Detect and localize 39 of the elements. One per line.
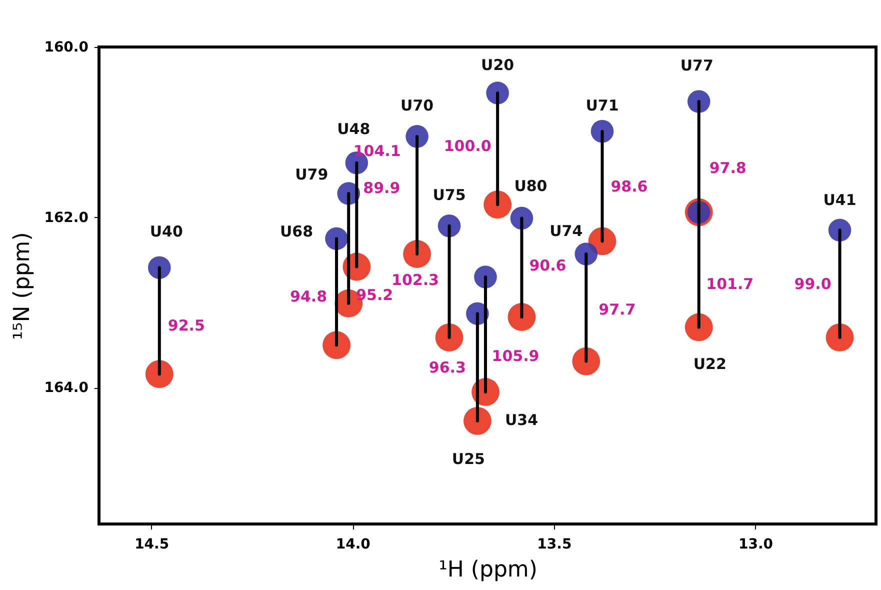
annotation: U79 [295,166,328,184]
annotation: U40 [150,222,183,241]
annotation: U41 [823,191,856,210]
annotation: 97.8 [709,158,746,177]
annotation: U34 [504,410,538,429]
annotation: U48 [337,120,370,138]
annotation: 97.7 [598,300,636,319]
annotation: 104.1 [353,142,401,160]
annotation: 90.6 [529,256,566,275]
annotation: U71 [586,96,619,114]
annotation: 101.7 [706,275,754,294]
annotation: 98.6 [610,178,648,196]
annotation: U74 [550,222,583,240]
annotation: U70 [400,96,434,114]
x-tick-label: 14.0 [336,536,371,552]
annotation: 89.9 [363,178,400,197]
y-axis-title: ¹⁵N (ppm) [10,232,36,340]
y-tick-label: 160.0 [44,40,89,56]
annotation: U68 [280,222,314,241]
annotation: 96.3 [428,358,466,376]
annotation: 105.9 [492,346,540,365]
annotation: U22 [693,355,726,374]
y-tick-label: 162.0 [44,210,89,226]
annotation: 95.2 [356,286,394,304]
annotation: U77 [680,56,714,75]
x-tick-label: 13.5 [537,536,572,552]
x-tick-label: 13.0 [738,536,774,552]
annotation: 102.3 [392,271,439,290]
annotation: 92.5 [168,316,205,334]
annotation: U75 [432,186,466,204]
annotation: 100.0 [444,137,492,156]
annotation: 94.8 [290,287,328,306]
annotation: U80 [514,177,548,196]
x-tick-label: 14.5 [134,536,170,552]
annotation: 99.0 [794,274,832,293]
annotation: U20 [481,56,514,74]
y-tick-label: 164.0 [44,380,89,396]
annotation: U25 [452,450,485,468]
x-axis-title: ¹H (ppm) [438,558,538,582]
